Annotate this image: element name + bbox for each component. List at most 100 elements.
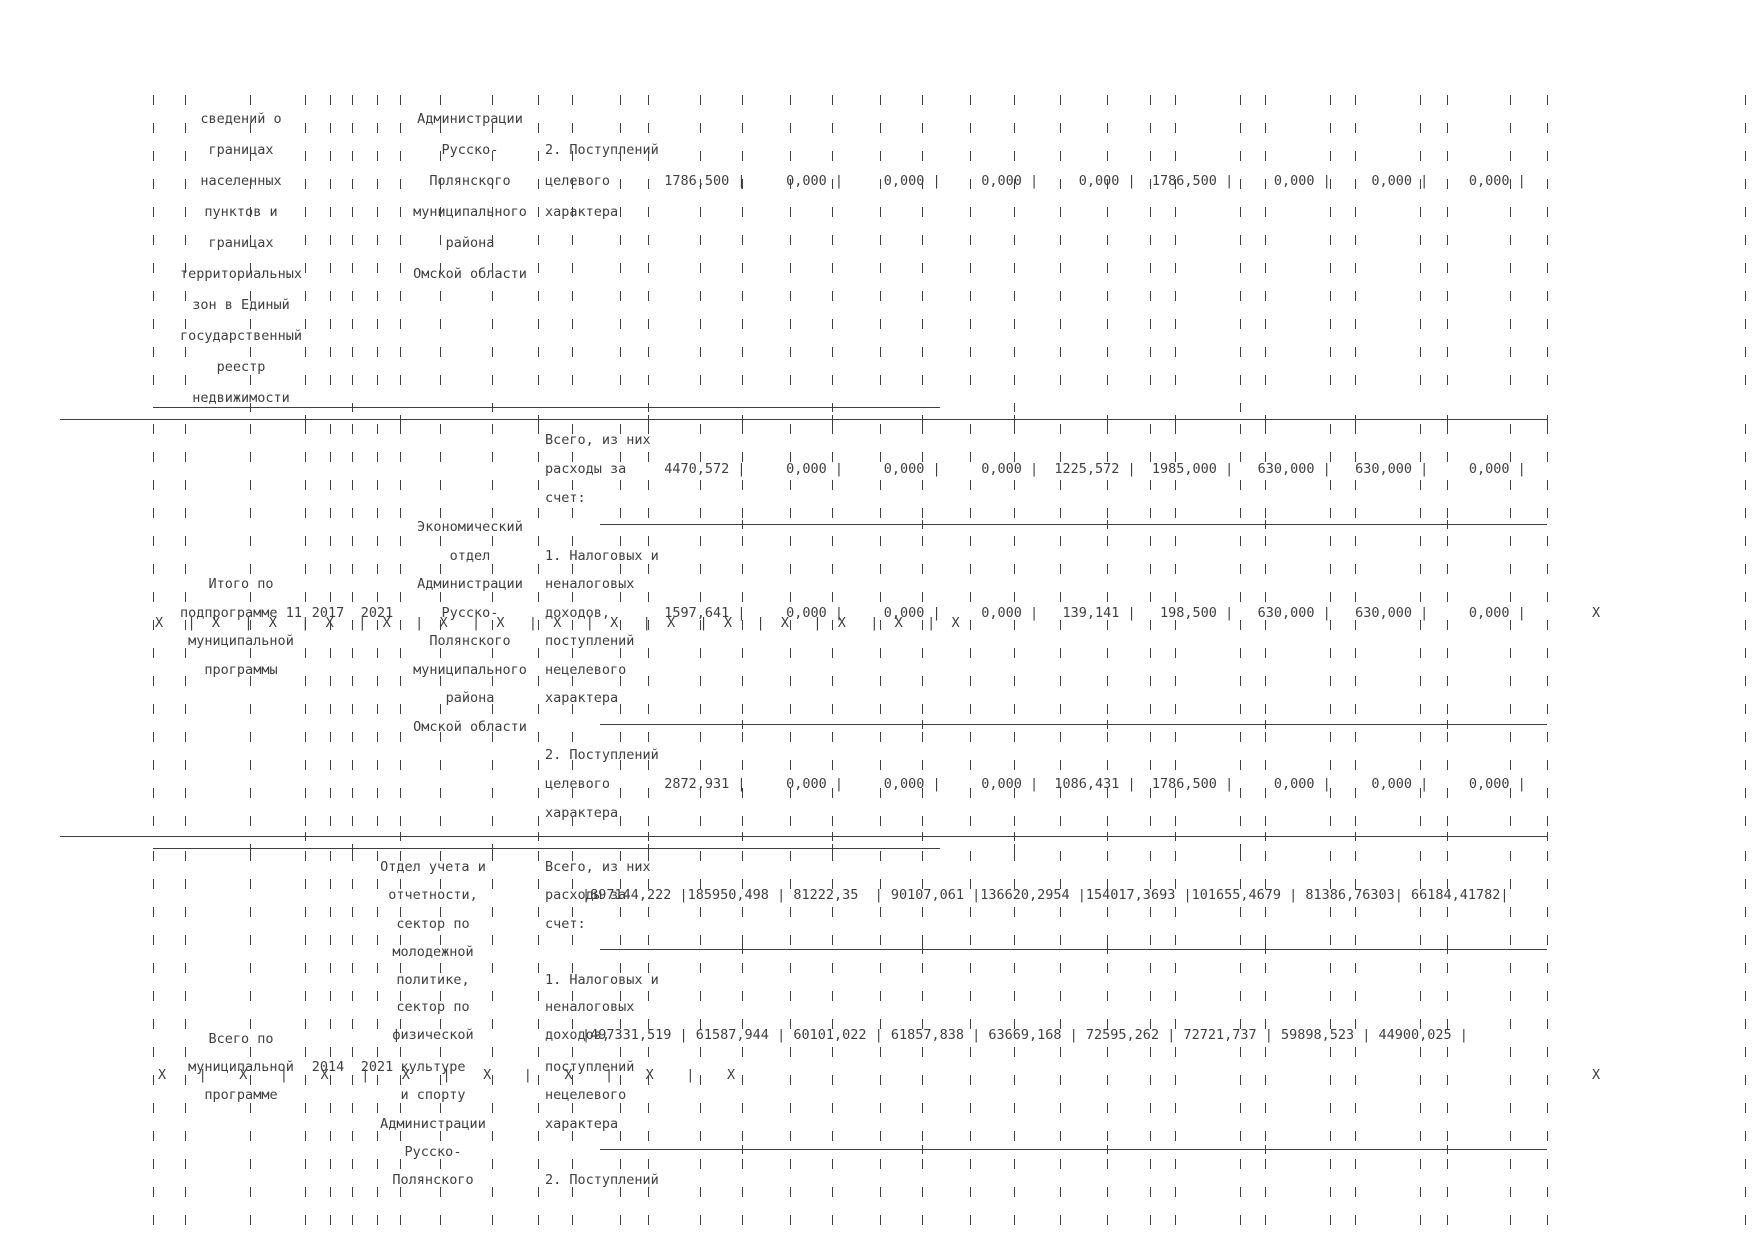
funding-source-line: неналоговых: [545, 999, 635, 1015]
separator-tick: [1265, 832, 1266, 841]
executor-line: политике,: [396, 972, 470, 988]
column-separator: [1355, 851, 1356, 1240]
column-separator: [440, 424, 441, 833]
column-separator: [1175, 424, 1176, 833]
column-separator: [400, 851, 401, 1240]
executor-line: физической: [392, 1027, 474, 1043]
separator-tick: [538, 415, 539, 424]
executor-line: молодежной: [392, 944, 474, 960]
program-name-line: населенных: [200, 173, 282, 189]
funding-source-line: поступлений: [545, 633, 635, 649]
values-row: |497331,519 | 61587,944 | 60101,022 | 61…: [582, 1027, 1468, 1043]
column-separator: [330, 851, 331, 1240]
column-separator: [832, 851, 833, 1240]
column-separator: [1510, 851, 1511, 1240]
separator-tick: [1447, 415, 1448, 424]
separator-tick: [538, 832, 539, 841]
funding-source-line: характера: [545, 1116, 619, 1132]
column-separator: [185, 424, 186, 833]
term-start: 2017: [311, 605, 345, 621]
column-separator: [1150, 851, 1151, 1240]
program-name-line: сведений о: [200, 111, 282, 127]
separator-tick: [1447, 720, 1448, 729]
column-separator: [1420, 95, 1421, 403]
funding-source-line: Всего, из них: [545, 432, 651, 448]
x-row: X | X | X | X | X | X | X | X: [158, 1067, 736, 1083]
column-separator: [1107, 95, 1108, 403]
separator-tick: [922, 832, 923, 841]
funding-source-line: нецелевого: [545, 1087, 627, 1103]
separator-tick: [250, 403, 251, 412]
row-separator: [153, 407, 940, 408]
column-separator: [1014, 424, 1015, 833]
column-separator: [492, 851, 493, 1240]
column-separator: [1175, 95, 1176, 403]
column-separator: [492, 424, 493, 833]
separator-tick: [1014, 844, 1015, 853]
column-separator: [352, 851, 353, 1240]
column-separator: [153, 851, 154, 1240]
column-separator: [1510, 424, 1511, 833]
column-separator: [440, 851, 441, 1240]
funding-source-line: поступлений: [545, 1059, 635, 1075]
separator-tick: [1175, 415, 1176, 424]
separator-tick: [832, 403, 833, 412]
column-separator: [1107, 424, 1108, 833]
executor-line: района: [445, 235, 495, 251]
executor-line: сектор по: [396, 999, 470, 1015]
executor-line: отчетности,: [388, 887, 478, 903]
column-separator: [1014, 95, 1015, 403]
separator-tick: [832, 415, 833, 424]
executor-line: и спорту: [400, 1087, 466, 1103]
column-separator: [250, 424, 251, 833]
column-separator: [185, 95, 186, 403]
program-name-line: программы: [204, 662, 278, 678]
column-separator: [742, 851, 743, 1240]
separator-tick: [922, 1145, 923, 1154]
executor-line: Полянского: [429, 633, 511, 649]
program-name-line: пунктов и: [204, 204, 278, 220]
funding-source-line: расходы за: [545, 887, 627, 903]
separator-tick: [352, 844, 353, 853]
column-separator: [377, 424, 378, 833]
column-separator: [1265, 424, 1266, 833]
funding-source-line: 2. Поступлений: [545, 747, 659, 763]
separator-tick: [1265, 415, 1266, 424]
column-separator: [1175, 851, 1176, 1240]
separator-tick: [1265, 945, 1266, 954]
separator-tick: [1447, 945, 1448, 954]
column-separator: [880, 95, 881, 403]
column-separator: [790, 851, 791, 1240]
column-separator: [970, 95, 971, 403]
column-separator: [620, 95, 621, 403]
x-row: X | X | X | X | X | X | X | X | X | X | …: [155, 615, 960, 631]
separator-tick: [832, 832, 833, 841]
column-separator: [1355, 424, 1356, 833]
executor-line: Отдел учета и: [380, 859, 486, 875]
x-cell: X: [1592, 1067, 1601, 1083]
column-separator: [970, 424, 971, 833]
column-separator: [648, 95, 649, 403]
executor-line: Экономический: [417, 519, 523, 535]
values-row: 1786,500 | 0,000 | 0,000 | 0,000 | 0,000…: [648, 173, 1526, 189]
separator-tick: [1447, 832, 1448, 841]
funding-source-line: характера: [545, 805, 619, 821]
column-separator: [1745, 424, 1746, 833]
separator-tick: [922, 415, 923, 424]
funding-source-line: Всего, из них: [545, 859, 651, 875]
program-name-line: программе: [204, 1087, 278, 1103]
executor-line: Омской области: [413, 719, 527, 735]
column-separator: [250, 95, 251, 403]
values-row: 2872,931 | 0,000 | 0,000 | 0,000 | 1086,…: [648, 776, 1526, 792]
separator-tick: [305, 832, 306, 841]
separator-tick: [492, 844, 493, 853]
separator-tick: [1107, 415, 1108, 424]
column-separator: [700, 424, 701, 833]
executor-line: Русско-: [404, 1144, 462, 1160]
executor-line: Русско-: [441, 142, 499, 158]
program-name-line: государственный: [180, 328, 302, 344]
separator-tick: [922, 720, 923, 729]
separator-tick: [648, 844, 649, 853]
separator-tick: [1107, 520, 1108, 529]
